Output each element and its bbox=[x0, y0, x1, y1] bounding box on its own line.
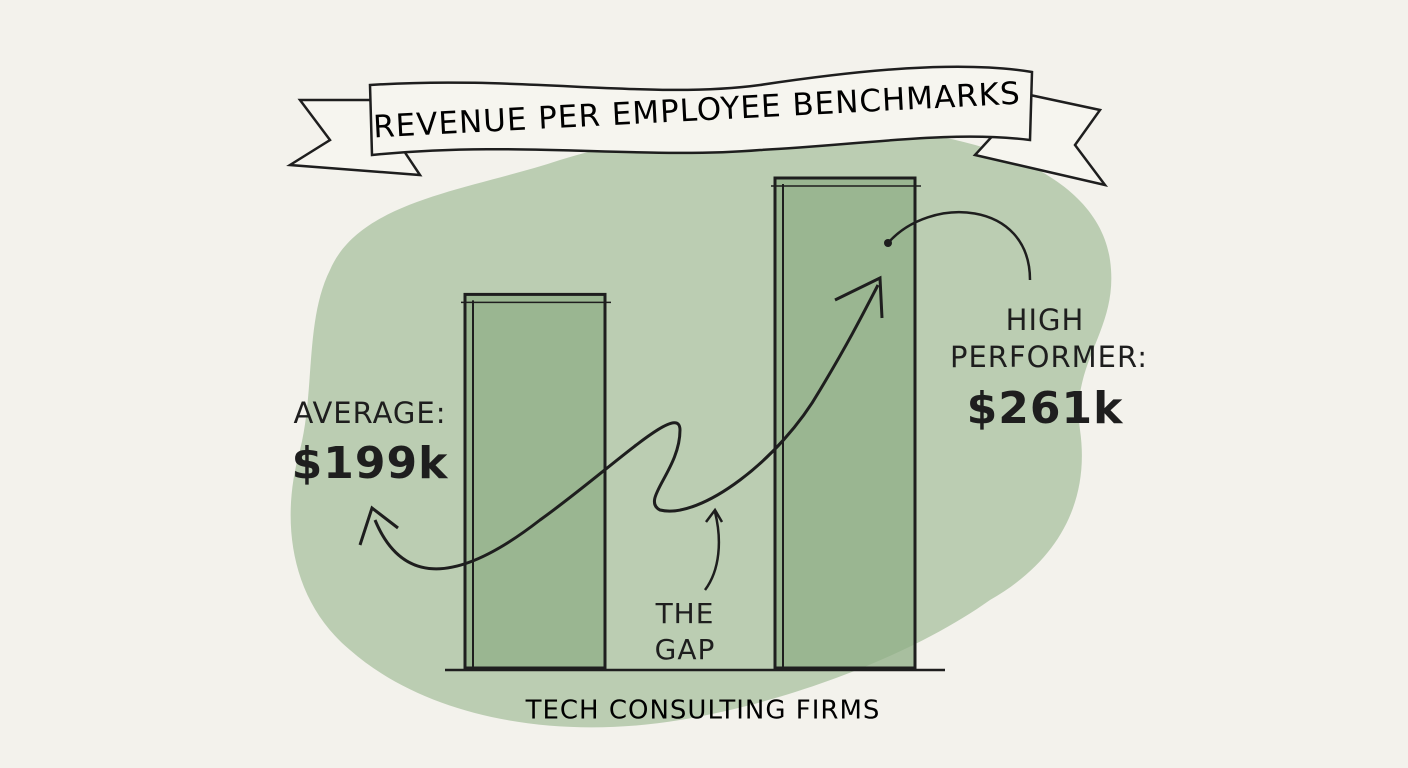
value-label: $261k bbox=[966, 383, 1124, 434]
gap-curve bbox=[373, 284, 880, 571]
category-label: HIGH PERFORMER: bbox=[950, 303, 1148, 374]
arrow-head bbox=[834, 275, 884, 319]
x-axis-label: TECH CONSULTING FIRMS bbox=[525, 696, 881, 726]
title-banner bbox=[286, 65, 1109, 187]
arrow-head bbox=[358, 505, 399, 546]
gap-pointer bbox=[703, 507, 724, 591]
bar bbox=[463, 292, 607, 670]
value-label: $199k bbox=[291, 438, 449, 489]
annotation: THE GAP bbox=[654, 597, 716, 666]
pointer bbox=[887, 211, 1032, 281]
pointer-dot bbox=[884, 239, 892, 247]
category-label: AVERAGE: bbox=[293, 396, 447, 430]
